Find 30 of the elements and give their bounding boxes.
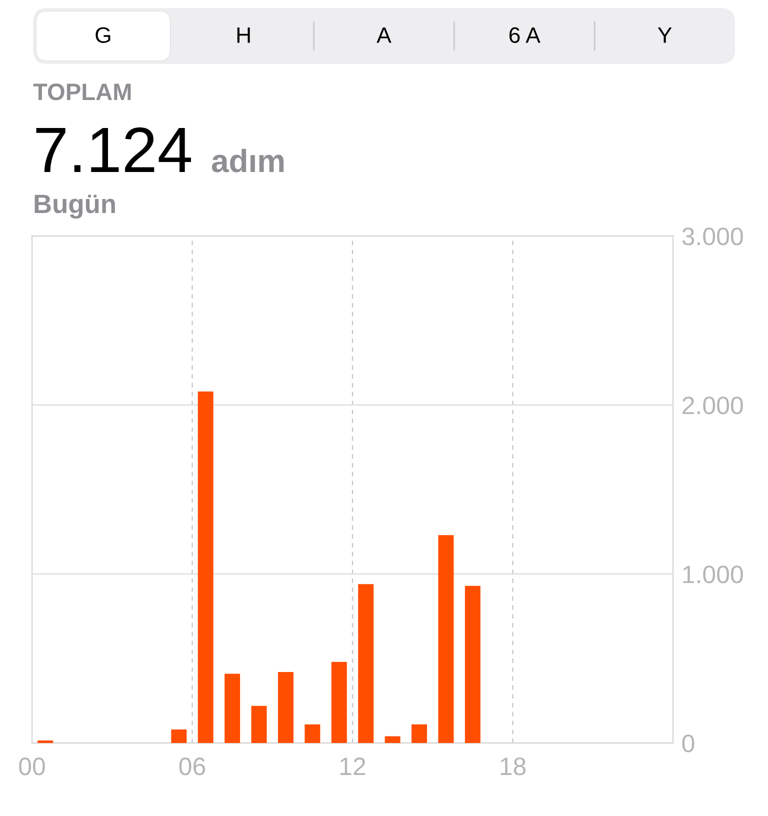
bar xyxy=(412,724,428,743)
bar xyxy=(224,674,240,743)
bar xyxy=(38,740,54,743)
text: H xyxy=(237,27,250,43)
chart-title: TOPLAM xyxy=(33,84,131,100)
bar xyxy=(198,391,214,743)
bar xyxy=(438,535,454,743)
text: adım xyxy=(212,148,284,172)
bar xyxy=(331,662,347,743)
bar xyxy=(278,672,294,743)
text: 7.124 xyxy=(36,127,192,172)
bar xyxy=(464,586,480,743)
text: 6 A xyxy=(509,27,540,43)
bar xyxy=(251,706,267,743)
y-tick-label: 3.000 xyxy=(682,228,743,246)
y-tick-label: 1.000 xyxy=(683,566,743,584)
y-tick-label: 0 xyxy=(682,734,694,752)
chart-subtitle: Bugün xyxy=(34,194,115,219)
x-tick-label: 00 xyxy=(19,758,45,776)
bar xyxy=(384,736,400,743)
bar xyxy=(171,729,187,743)
x-tick-label: 06 xyxy=(179,758,206,776)
y-tick-label: 2.000 xyxy=(682,396,743,414)
x-tick-label: 12 xyxy=(340,758,366,776)
bar xyxy=(304,724,320,743)
text: A xyxy=(376,27,392,43)
text: G xyxy=(96,27,110,43)
text: Y xyxy=(658,27,672,43)
x-tick-label: 18 xyxy=(500,758,526,776)
bar xyxy=(358,584,374,743)
